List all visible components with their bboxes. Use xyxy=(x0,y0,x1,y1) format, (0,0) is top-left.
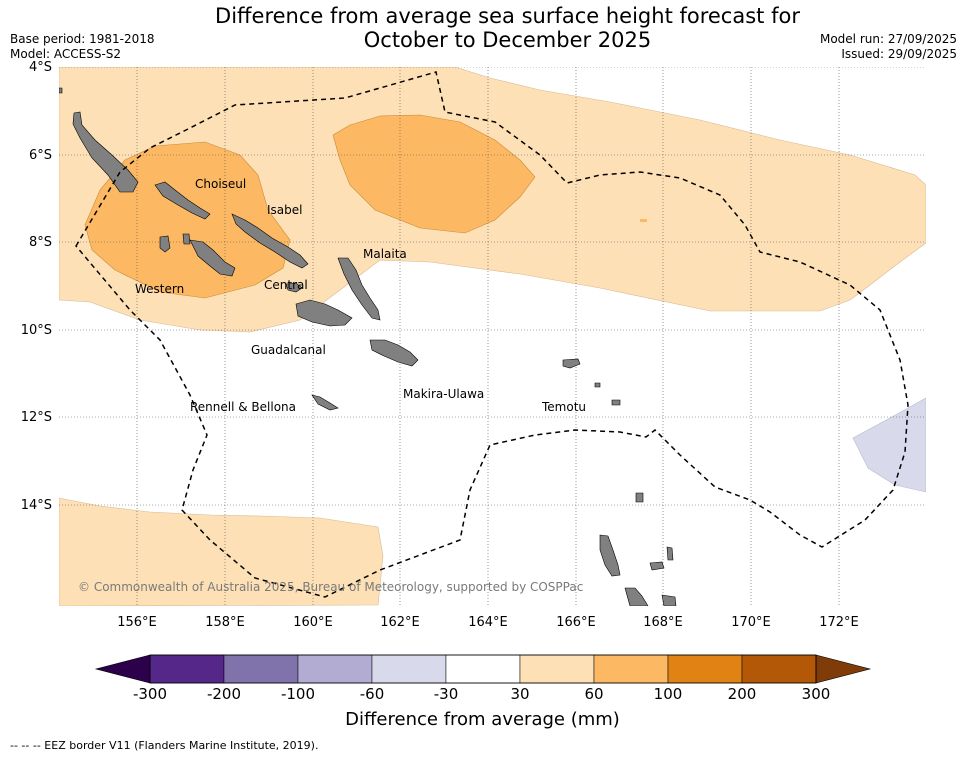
eez-border xyxy=(75,71,909,598)
colorbar xyxy=(94,654,872,684)
new-georgia-islands xyxy=(189,239,236,277)
colorbar-tick-label: 100 xyxy=(653,685,683,703)
colorbar-bin xyxy=(667,654,743,684)
colorbar-label: Difference from average (mm) xyxy=(345,709,620,730)
place-label-makira-ulawa: Makira-Ulawa xyxy=(403,387,485,401)
colorbar-frame xyxy=(149,654,817,684)
place-label-rennell-bellona: Rennell & Bellona xyxy=(190,400,297,414)
lat-label: 4°S xyxy=(28,60,52,75)
vanuatu-island-5 xyxy=(635,492,644,503)
place-label-malaita: Malaita xyxy=(363,247,407,261)
title-line-1: Difference from average sea surface heig… xyxy=(215,4,800,28)
copyright-text: © Commonwealth of Australia 2025, Bureau… xyxy=(78,580,584,594)
map-fields xyxy=(59,67,926,606)
colorbar-bin xyxy=(593,654,669,684)
colorbar-tick-label: 30 xyxy=(510,685,530,703)
vanuatu-island-3 xyxy=(649,561,665,571)
colorbar-tick-label: 300 xyxy=(801,685,831,703)
base-period: Base period: 1981-2018 xyxy=(10,32,155,46)
malaita-island xyxy=(337,257,381,321)
model-run: Model run: 27/09/2025 xyxy=(819,32,957,46)
land xyxy=(59,87,677,606)
colorbar-tick-label: 60 xyxy=(584,685,604,703)
temotu-island-3 xyxy=(611,399,621,406)
lon-label: 160°E xyxy=(293,615,333,630)
title-line-2: October to December 2025 xyxy=(363,28,652,52)
makira-island xyxy=(369,339,419,367)
lon-label: 170°E xyxy=(731,615,771,630)
colorbar-bins xyxy=(149,654,817,684)
lat-label: 14°S xyxy=(20,498,52,513)
vanuatu-island-6 xyxy=(661,594,677,606)
anomaly-30-60-south xyxy=(59,497,384,606)
place-label-guadalcanal: Guadalcanal xyxy=(251,343,326,357)
anomaly-neg-east xyxy=(852,397,926,493)
western-island-2 xyxy=(159,235,171,253)
place-label-central: Central xyxy=(264,278,308,292)
lon-label: 162°E xyxy=(380,615,420,630)
lon-label: 172°E xyxy=(819,615,859,630)
colorbar-tick-label: -200 xyxy=(206,685,242,703)
colorbar-bin xyxy=(445,654,521,684)
colorbar-over-arrow xyxy=(815,654,872,684)
lon-label: 168°E xyxy=(643,615,683,630)
temotu-island-1 xyxy=(562,358,581,369)
colorbar-tick-label: -60 xyxy=(359,685,385,703)
island-west-edge xyxy=(59,87,63,94)
lon-label: 158°E xyxy=(205,615,245,630)
colorbar-tick-label: -100 xyxy=(280,685,316,703)
gridlines xyxy=(59,67,926,606)
model-name: Model: ACCESS-S2 xyxy=(10,47,122,61)
colorbar-bin xyxy=(297,654,373,684)
chart-title: Difference from average sea surface heig… xyxy=(150,4,865,52)
vanuatu-island-2 xyxy=(624,587,649,606)
colorbar-bin xyxy=(371,654,447,684)
eez-footnote: -- -- -- EEZ border V11 (Flanders Marine… xyxy=(10,739,319,752)
place-label-choiseul: Choiseul xyxy=(195,177,247,191)
choiseul-island xyxy=(72,111,139,193)
lat-label: 8°S xyxy=(28,235,52,250)
rennell-island xyxy=(311,394,339,411)
meta-left: Base period: 1981-2018 Model: ACCESS-S2 xyxy=(10,32,155,62)
lat-label: 6°S xyxy=(28,148,52,163)
colorbar-bin xyxy=(223,654,299,684)
colorbar-tick-label: -300 xyxy=(132,685,168,703)
temotu-island-2 xyxy=(594,382,601,388)
colorbar-under-arrow xyxy=(94,654,151,684)
lon-label: 166°E xyxy=(556,615,596,630)
colorbar-bin xyxy=(149,654,225,684)
lon-label: 156°E xyxy=(117,615,157,630)
colorbar-tick-label: 200 xyxy=(727,685,757,703)
guadalcanal-island xyxy=(295,299,353,327)
meta-right: Model run: 27/09/2025 Issued: 29/09/2025 xyxy=(820,32,957,62)
issued-date: Issued: 29/09/2025 xyxy=(841,47,957,61)
colorbar-bin xyxy=(519,654,595,684)
place-label-western: Western xyxy=(135,282,185,296)
place-label-temotu: Temotu xyxy=(542,400,587,414)
colorbar-bin xyxy=(741,654,817,684)
lat-label: 12°S xyxy=(20,410,52,425)
florida-islands xyxy=(285,282,303,293)
anomaly-60-100-speck xyxy=(640,219,647,222)
isabel-island xyxy=(154,181,211,220)
western-island-3 xyxy=(182,233,191,245)
lat-label: 10°S xyxy=(20,323,52,338)
lon-label: 164°E xyxy=(468,615,508,630)
place-label-isabel: Isabel xyxy=(267,203,303,217)
vanuatu-island-1 xyxy=(599,534,621,577)
santa-isabel xyxy=(231,213,309,269)
vanuatu-island-4 xyxy=(666,546,674,561)
colorbar-tick-label: -30 xyxy=(433,685,459,703)
